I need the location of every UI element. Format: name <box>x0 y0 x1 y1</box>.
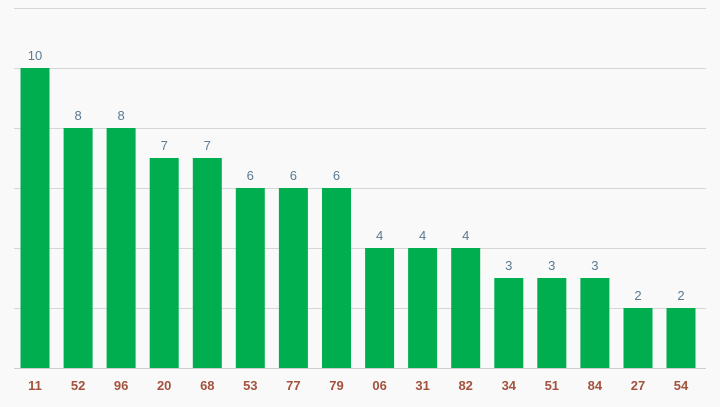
x-tick-06: 06 <box>372 378 386 393</box>
data-label-79: 6 <box>333 168 340 183</box>
data-label-77: 6 <box>290 168 297 183</box>
data-label-06: 4 <box>376 228 383 243</box>
x-tick-52: 52 <box>71 378 85 393</box>
x-tick-79: 79 <box>329 378 343 393</box>
bar-54[interactable] <box>666 308 696 368</box>
x-tick-51: 51 <box>545 378 559 393</box>
x-tick-54: 54 <box>674 378 689 393</box>
bar-20[interactable] <box>149 158 179 368</box>
bar-79[interactable] <box>322 188 351 368</box>
x-tick-20: 20 <box>157 378 171 393</box>
bar-34[interactable] <box>494 278 524 368</box>
data-label-20: 7 <box>161 138 168 153</box>
bar-68[interactable] <box>192 158 222 368</box>
bar-31[interactable] <box>408 248 438 368</box>
data-label-68: 7 <box>204 138 211 153</box>
data-label-54: 2 <box>677 288 684 303</box>
bar-82[interactable] <box>451 248 481 368</box>
data-label-53: 6 <box>247 168 254 183</box>
x-tick-68: 68 <box>200 378 214 393</box>
x-tick-53: 53 <box>243 378 257 393</box>
bar-84[interactable] <box>580 278 610 368</box>
data-label-96: 8 <box>117 108 124 123</box>
x-tick-34: 34 <box>502 378 517 393</box>
bar-52[interactable] <box>63 128 93 368</box>
x-tick-27: 27 <box>631 378 645 393</box>
bar-51[interactable] <box>537 278 567 368</box>
bar-27[interactable] <box>623 308 653 368</box>
bar-06[interactable] <box>365 248 395 368</box>
data-label-84: 3 <box>591 258 598 273</box>
data-label-51: 3 <box>548 258 555 273</box>
x-tick-11: 11 <box>28 378 42 393</box>
bars <box>20 68 696 368</box>
bar-96[interactable] <box>106 128 136 368</box>
bar-77[interactable] <box>278 188 308 368</box>
bar-53[interactable] <box>235 188 265 368</box>
data-labels: 10 8 8 7 7 6 6 6 4 4 4 3 3 3 2 2 <box>28 48 685 303</box>
data-label-31: 4 <box>419 228 426 243</box>
x-tick-84: 84 <box>588 378 603 393</box>
bar-11[interactable] <box>20 68 50 368</box>
data-label-34: 3 <box>505 258 512 273</box>
data-label-82: 4 <box>462 228 469 243</box>
data-label-27: 2 <box>634 288 641 303</box>
data-label-52: 8 <box>74 108 81 123</box>
x-tick-labels: 11 52 96 20 68 53 77 79 06 31 82 34 51 84 27 54 <box>28 378 689 393</box>
x-tick-31: 31 <box>415 378 429 393</box>
x-tick-96: 96 <box>114 378 128 393</box>
x-tick-82: 82 <box>458 378 472 393</box>
x-tick-77: 77 <box>286 378 300 393</box>
data-label-11: 10 <box>28 48 42 63</box>
